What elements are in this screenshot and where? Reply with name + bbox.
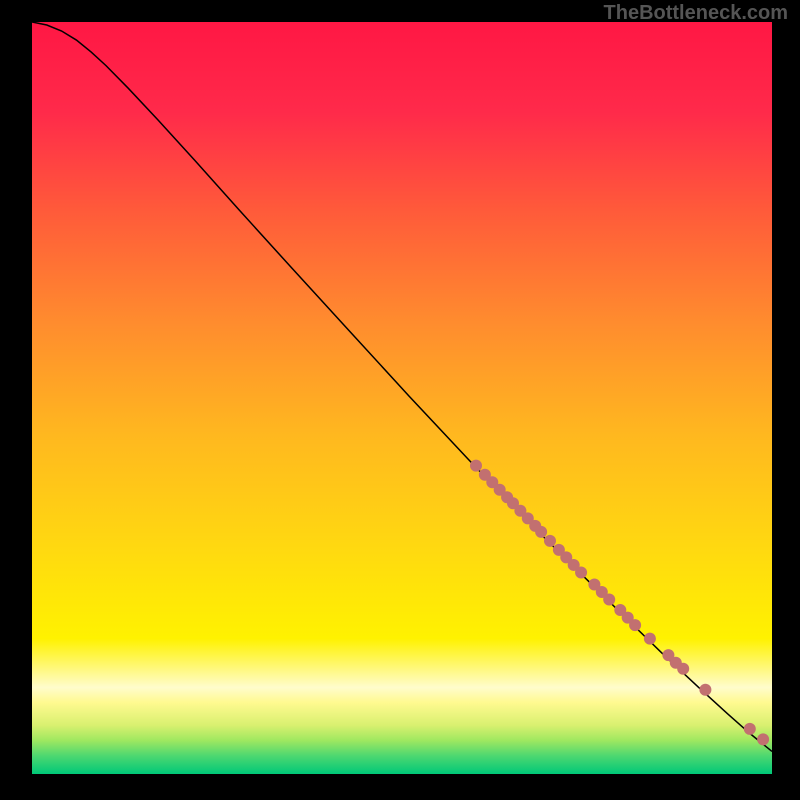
plot-area: [32, 22, 772, 774]
data-marker: [535, 526, 547, 538]
watermark-text: TheBottleneck.com: [604, 2, 788, 25]
data-marker: [575, 566, 587, 578]
data-marker: [677, 663, 689, 675]
data-marker: [744, 723, 756, 735]
data-marker: [603, 594, 615, 606]
curve-line: [32, 22, 772, 751]
data-marker: [470, 460, 482, 472]
chart-svg: [32, 22, 772, 774]
data-marker: [644, 633, 656, 645]
data-marker: [629, 619, 641, 631]
data-marker: [757, 733, 769, 745]
data-marker: [544, 535, 556, 547]
data-marker: [699, 684, 711, 696]
chart-container: TheBottleneck.com: [0, 0, 800, 800]
